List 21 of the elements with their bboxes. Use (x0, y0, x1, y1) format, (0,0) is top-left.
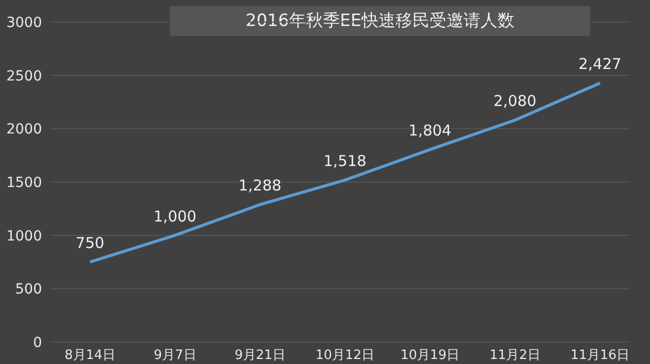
text: 2,080 (494, 92, 536, 110)
y-tick-label: 1500 (6, 174, 42, 191)
x-tick-label: 8月14日 (64, 348, 116, 364)
x-tick-label: 11月2日 (490, 348, 540, 364)
y-tick-label: 2000 (6, 122, 42, 138)
x-tick-label: 10月12日 (315, 348, 375, 364)
y-tick-label: 0 (33, 334, 42, 351)
x-tick-label: 10月19日 (400, 348, 460, 364)
y-tick-label: 2500 (6, 68, 42, 84)
text: 1,000 (154, 207, 196, 226)
y-tick-label: 3000 (6, 14, 42, 31)
text: 1,804 (408, 122, 452, 140)
y-tick-label: 500 (15, 282, 42, 298)
x-tick-label: 11月16日 (570, 348, 630, 364)
x-tick-label: 9月7日 (154, 348, 196, 364)
text: 1,518 (324, 152, 366, 170)
text: 2,427 (578, 55, 622, 74)
y-tick-label: 1000 (6, 228, 42, 244)
x-tick-label: 9月21日 (234, 348, 286, 364)
text: 750 (76, 234, 104, 252)
text: 1,288 (238, 176, 282, 195)
